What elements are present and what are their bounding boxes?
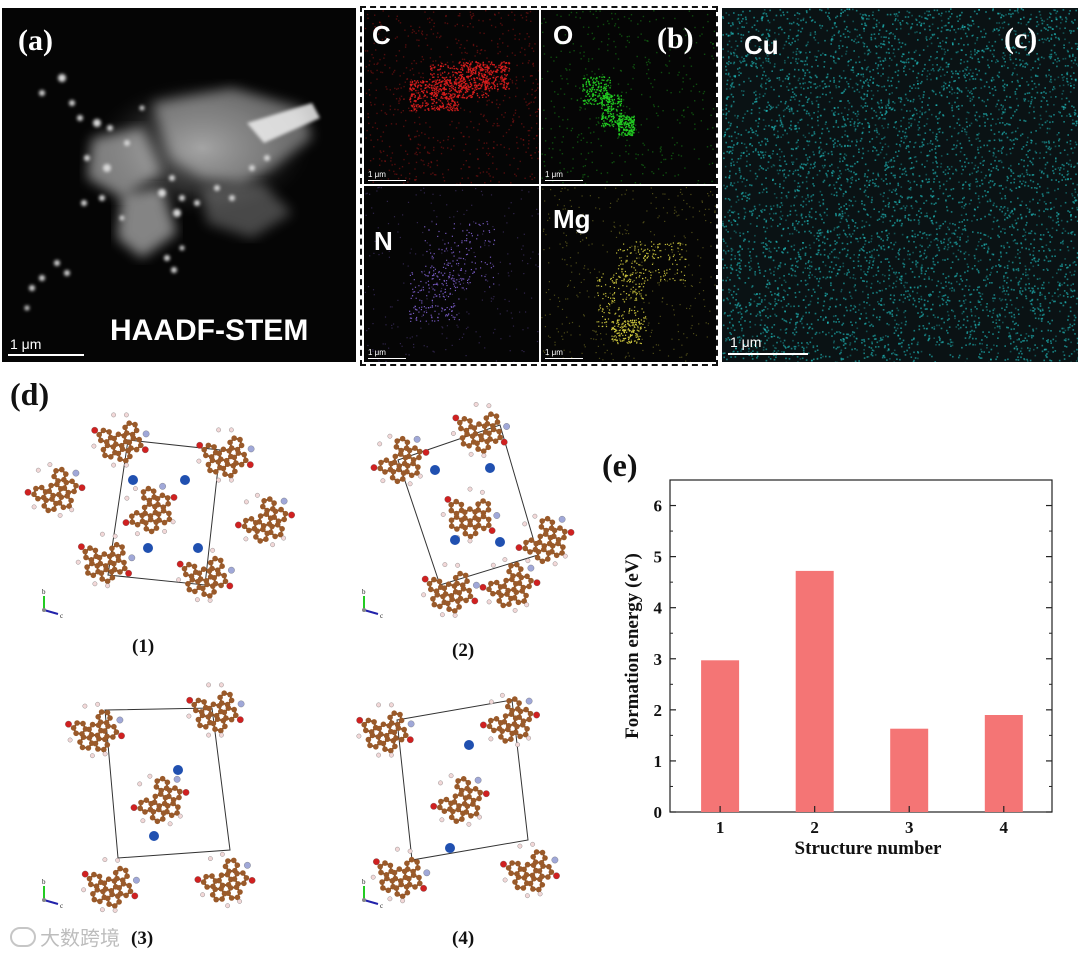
y-tick-label: 6 (654, 497, 663, 516)
eds-map-mg-scale-text: 1 μm (545, 348, 563, 357)
panel-a-haadf-image: (a) HAADF-STEM 1 μm (2, 8, 356, 362)
eds-map-c-dots (364, 10, 539, 184)
eds-map-c-scale-bar (368, 180, 406, 181)
structure-label-2: (2) (452, 640, 475, 661)
bar-structure-3 (890, 728, 929, 812)
eds-map-mg: Mg 1 μm (541, 186, 716, 362)
eds-map-o: O (b) 1 μm (541, 10, 716, 184)
y-tick-label: 1 (654, 752, 663, 771)
eds-map-o-scale-text: 1 μm (545, 170, 563, 179)
bar-structure-1 (701, 660, 740, 812)
formation-energy-chart: (e) 0 1 2 3 4 5 6 1 2 3 4 Structure number Formati… (602, 447, 1053, 859)
eds-map-mg-scale-bar (545, 358, 583, 359)
plot-frame (669, 479, 1053, 813)
x-tick-label: 3 (905, 818, 914, 837)
panel-b-frame (360, 6, 718, 366)
panel-a-label: (a) (18, 24, 53, 57)
eds-map-n-dots (364, 186, 539, 362)
eds-map-c-element: C (372, 20, 391, 50)
x-tick-label: 2 (810, 818, 819, 837)
eds-map-cu-dots (722, 8, 1078, 362)
eds-map-n-scale-bar (368, 358, 406, 359)
y-tick-label: 0 (654, 803, 663, 822)
eds-map-mg-element: Mg (553, 204, 591, 234)
watermark: 大数跨境 (10, 922, 120, 951)
watermark-text: 大数跨境 (40, 926, 120, 950)
panel-d-label: (d) (10, 376, 50, 412)
y-tick-label: 3 (654, 650, 663, 669)
eds-map-cu: Cu (c) 1 μm (722, 8, 1078, 362)
eds-map-o-dots (541, 10, 716, 184)
panel-c-label: (c) (1004, 22, 1038, 55)
eds-map-o-element: O (553, 20, 574, 50)
panel-e-label: (e) (602, 447, 638, 483)
eds-map-cu-element: Cu (744, 30, 779, 60)
y-tick-label: 2 (654, 701, 663, 720)
x-axis-title: Structure number (795, 838, 942, 859)
x-tick-label: 4 (1000, 818, 1009, 837)
y-axis-title: Formation energy (eV) (622, 553, 643, 739)
structure-label-1: (1) (132, 636, 155, 657)
eds-map-o-scale-bar (545, 180, 583, 181)
bar-structure-4 (984, 715, 1023, 812)
bar-structure-2 (795, 570, 834, 812)
panel-a-scale-text: 1 μm (10, 336, 42, 352)
structure-label-3: (3) (131, 928, 154, 949)
panel-b-label: (b) (657, 22, 694, 55)
x-tick-label: 1 (716, 818, 725, 837)
eds-map-c-scale-text: 1 μm (368, 170, 386, 179)
panel-a-scale-bar (8, 354, 84, 356)
panel-c-scale-text: 1 μm (730, 334, 762, 350)
eds-map-n-scale-text: 1 μm (368, 348, 386, 357)
eds-map-n-element: N (374, 226, 393, 256)
eds-map-mg-dots (541, 187, 716, 362)
panel-c-scale-bar (728, 353, 808, 355)
eds-map-n: N 1 μm (364, 186, 539, 362)
watermark-logo-icon (10, 926, 36, 947)
y-tick-label: 4 (654, 599, 663, 618)
eds-map-c: C 1 μm (364, 10, 539, 184)
structure-label-4: (4) (452, 928, 475, 949)
y-tick-label: 5 (654, 548, 663, 567)
haadf-caption: HAADF-STEM (110, 314, 309, 347)
haadf-particles (24, 74, 320, 311)
